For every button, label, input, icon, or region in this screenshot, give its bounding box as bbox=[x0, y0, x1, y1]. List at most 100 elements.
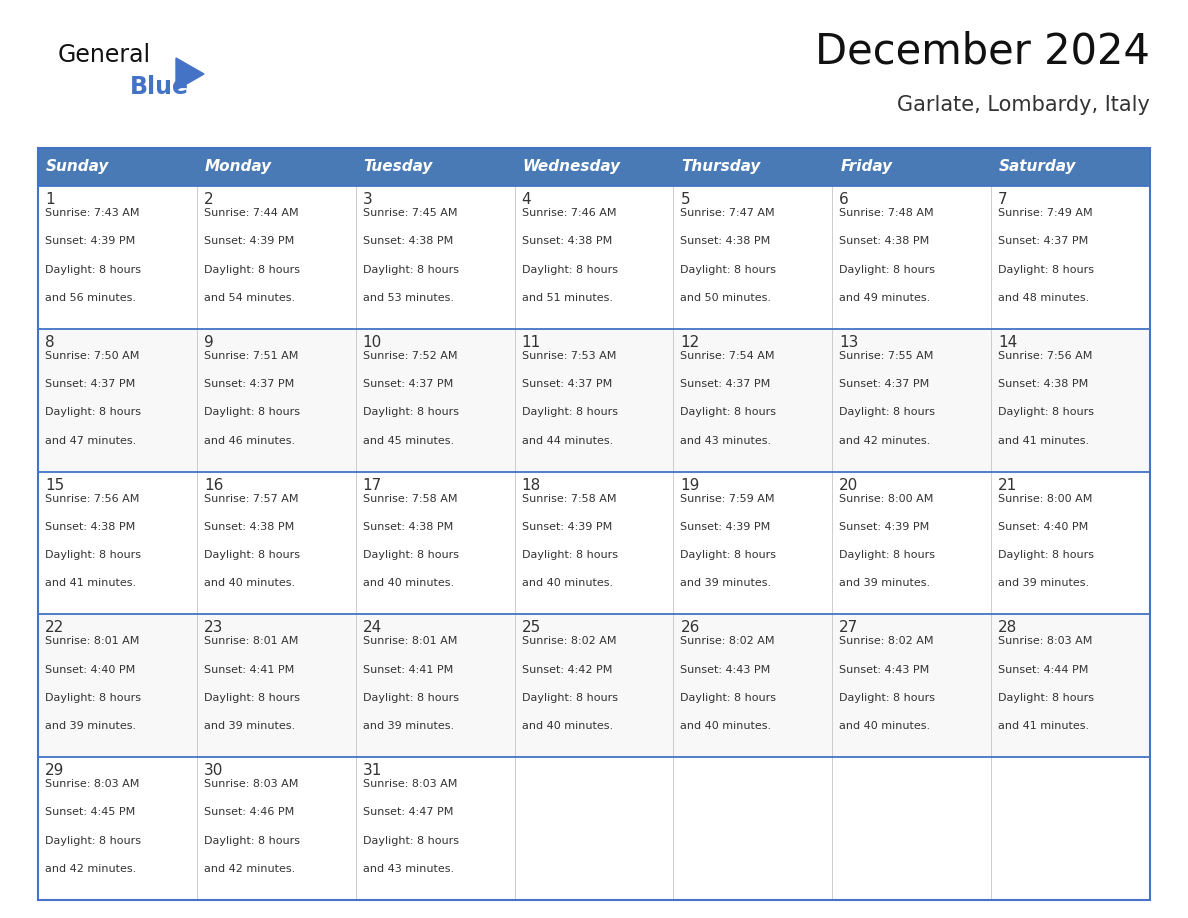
Text: Daylight: 8 hours: Daylight: 8 hours bbox=[204, 264, 299, 274]
Text: Sunrise: 8:02 AM: Sunrise: 8:02 AM bbox=[839, 636, 934, 646]
Text: Sunrise: 8:00 AM: Sunrise: 8:00 AM bbox=[998, 494, 1093, 504]
Text: and 42 minutes.: and 42 minutes. bbox=[204, 864, 295, 874]
Text: Daylight: 8 hours: Daylight: 8 hours bbox=[681, 408, 777, 418]
Text: Sunrise: 8:02 AM: Sunrise: 8:02 AM bbox=[681, 636, 775, 646]
Text: Daylight: 8 hours: Daylight: 8 hours bbox=[45, 835, 141, 845]
Text: and 54 minutes.: and 54 minutes. bbox=[204, 293, 295, 303]
Text: Daylight: 8 hours: Daylight: 8 hours bbox=[998, 264, 1094, 274]
Text: Sunset: 4:39 PM: Sunset: 4:39 PM bbox=[522, 522, 612, 532]
Text: Saturday: Saturday bbox=[999, 160, 1076, 174]
Text: Daylight: 8 hours: Daylight: 8 hours bbox=[204, 835, 299, 845]
Text: Sunset: 4:38 PM: Sunset: 4:38 PM bbox=[522, 236, 612, 246]
Text: Sunrise: 8:02 AM: Sunrise: 8:02 AM bbox=[522, 636, 617, 646]
Text: Daylight: 8 hours: Daylight: 8 hours bbox=[45, 550, 141, 560]
FancyBboxPatch shape bbox=[38, 329, 1150, 472]
Text: and 45 minutes.: and 45 minutes. bbox=[362, 436, 454, 445]
Text: 31: 31 bbox=[362, 763, 383, 778]
Text: Sunrise: 7:45 AM: Sunrise: 7:45 AM bbox=[362, 208, 457, 218]
Text: 20: 20 bbox=[839, 477, 859, 493]
Text: Sunset: 4:38 PM: Sunset: 4:38 PM bbox=[204, 522, 295, 532]
Text: 17: 17 bbox=[362, 477, 383, 493]
Text: 5: 5 bbox=[681, 192, 690, 207]
Text: Sunset: 4:39 PM: Sunset: 4:39 PM bbox=[204, 236, 295, 246]
Text: 6: 6 bbox=[839, 192, 849, 207]
FancyBboxPatch shape bbox=[833, 148, 991, 186]
Text: and 40 minutes.: and 40 minutes. bbox=[362, 578, 454, 588]
Text: Sunset: 4:37 PM: Sunset: 4:37 PM bbox=[204, 379, 295, 389]
Text: 8: 8 bbox=[45, 335, 55, 350]
Text: 26: 26 bbox=[681, 621, 700, 635]
Text: and 41 minutes.: and 41 minutes. bbox=[998, 722, 1089, 732]
Text: Friday: Friday bbox=[840, 160, 892, 174]
Text: and 53 minutes.: and 53 minutes. bbox=[362, 293, 454, 303]
FancyBboxPatch shape bbox=[991, 148, 1150, 186]
Text: 27: 27 bbox=[839, 621, 859, 635]
Text: Sunrise: 7:54 AM: Sunrise: 7:54 AM bbox=[681, 351, 775, 361]
Text: 22: 22 bbox=[45, 621, 64, 635]
Text: Wednesday: Wednesday bbox=[523, 160, 620, 174]
Text: and 40 minutes.: and 40 minutes. bbox=[681, 722, 771, 732]
Text: Daylight: 8 hours: Daylight: 8 hours bbox=[839, 264, 935, 274]
Text: December 2024: December 2024 bbox=[815, 30, 1150, 72]
Text: Sunset: 4:39 PM: Sunset: 4:39 PM bbox=[45, 236, 135, 246]
Text: Sunset: 4:39 PM: Sunset: 4:39 PM bbox=[681, 522, 771, 532]
Text: Sunrise: 8:03 AM: Sunrise: 8:03 AM bbox=[204, 779, 298, 789]
Text: Sunset: 4:37 PM: Sunset: 4:37 PM bbox=[362, 379, 453, 389]
Text: Sunset: 4:43 PM: Sunset: 4:43 PM bbox=[681, 665, 771, 675]
Text: Sunrise: 7:50 AM: Sunrise: 7:50 AM bbox=[45, 351, 139, 361]
Text: Sunset: 4:37 PM: Sunset: 4:37 PM bbox=[522, 379, 612, 389]
Text: Daylight: 8 hours: Daylight: 8 hours bbox=[45, 693, 141, 703]
Text: and 39 minutes.: and 39 minutes. bbox=[681, 578, 771, 588]
Text: Sunset: 4:37 PM: Sunset: 4:37 PM bbox=[45, 379, 135, 389]
Text: and 42 minutes.: and 42 minutes. bbox=[45, 864, 137, 874]
FancyBboxPatch shape bbox=[355, 148, 514, 186]
Text: and 40 minutes.: and 40 minutes. bbox=[204, 578, 295, 588]
Text: Sunset: 4:38 PM: Sunset: 4:38 PM bbox=[362, 522, 453, 532]
FancyBboxPatch shape bbox=[38, 148, 197, 186]
Text: Sunset: 4:44 PM: Sunset: 4:44 PM bbox=[998, 665, 1088, 675]
Text: Daylight: 8 hours: Daylight: 8 hours bbox=[362, 550, 459, 560]
Text: Sunrise: 8:01 AM: Sunrise: 8:01 AM bbox=[362, 636, 457, 646]
Text: and 39 minutes.: and 39 minutes. bbox=[204, 722, 295, 732]
Text: Sunset: 4:38 PM: Sunset: 4:38 PM bbox=[998, 379, 1088, 389]
Text: Monday: Monday bbox=[204, 160, 272, 174]
Text: 14: 14 bbox=[998, 335, 1017, 350]
Text: 9: 9 bbox=[204, 335, 214, 350]
Text: Sunrise: 7:43 AM: Sunrise: 7:43 AM bbox=[45, 208, 139, 218]
Text: and 46 minutes.: and 46 minutes. bbox=[204, 436, 295, 445]
Text: Sunset: 4:40 PM: Sunset: 4:40 PM bbox=[998, 522, 1088, 532]
Text: and 39 minutes.: and 39 minutes. bbox=[362, 722, 454, 732]
FancyBboxPatch shape bbox=[38, 614, 1150, 757]
Text: 4: 4 bbox=[522, 192, 531, 207]
Text: Sunrise: 8:03 AM: Sunrise: 8:03 AM bbox=[45, 779, 139, 789]
Text: Sunset: 4:41 PM: Sunset: 4:41 PM bbox=[362, 665, 453, 675]
FancyBboxPatch shape bbox=[197, 148, 355, 186]
Text: 2: 2 bbox=[204, 192, 214, 207]
Text: Daylight: 8 hours: Daylight: 8 hours bbox=[998, 408, 1094, 418]
Text: Daylight: 8 hours: Daylight: 8 hours bbox=[839, 550, 935, 560]
Text: Daylight: 8 hours: Daylight: 8 hours bbox=[522, 550, 618, 560]
Text: and 39 minutes.: and 39 minutes. bbox=[998, 578, 1089, 588]
Text: 15: 15 bbox=[45, 477, 64, 493]
Text: and 41 minutes.: and 41 minutes. bbox=[45, 578, 137, 588]
Text: 30: 30 bbox=[204, 763, 223, 778]
Text: Sunday: Sunday bbox=[46, 160, 109, 174]
Text: 1: 1 bbox=[45, 192, 55, 207]
Text: Garlate, Lombardy, Italy: Garlate, Lombardy, Italy bbox=[897, 95, 1150, 115]
Text: Sunset: 4:42 PM: Sunset: 4:42 PM bbox=[522, 665, 612, 675]
Text: 7: 7 bbox=[998, 192, 1007, 207]
FancyBboxPatch shape bbox=[674, 148, 833, 186]
Text: Sunrise: 7:58 AM: Sunrise: 7:58 AM bbox=[522, 494, 617, 504]
Text: Sunrise: 7:48 AM: Sunrise: 7:48 AM bbox=[839, 208, 934, 218]
Text: Sunrise: 7:49 AM: Sunrise: 7:49 AM bbox=[998, 208, 1093, 218]
Text: Thursday: Thursday bbox=[682, 160, 760, 174]
Text: Sunset: 4:37 PM: Sunset: 4:37 PM bbox=[998, 236, 1088, 246]
Text: and 40 minutes.: and 40 minutes. bbox=[839, 722, 930, 732]
Text: Sunset: 4:38 PM: Sunset: 4:38 PM bbox=[45, 522, 135, 532]
Text: Daylight: 8 hours: Daylight: 8 hours bbox=[204, 693, 299, 703]
Text: Sunrise: 7:44 AM: Sunrise: 7:44 AM bbox=[204, 208, 298, 218]
Text: Sunset: 4:38 PM: Sunset: 4:38 PM bbox=[681, 236, 771, 246]
Text: Daylight: 8 hours: Daylight: 8 hours bbox=[204, 550, 299, 560]
Text: 18: 18 bbox=[522, 477, 541, 493]
Text: Daylight: 8 hours: Daylight: 8 hours bbox=[998, 550, 1094, 560]
